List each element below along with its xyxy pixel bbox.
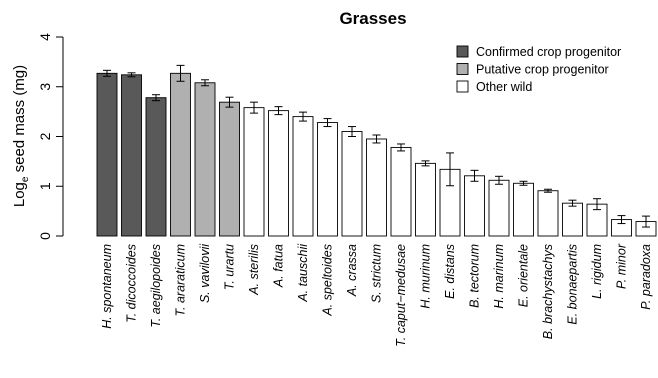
x-tick-label: L. rigidum (590, 244, 604, 299)
bar (170, 72, 191, 237)
plot-area: 0 1 2 3 4 H. spontaneum T. dicoccoides T. aegil… (37, 33, 657, 347)
x-tick-label: S. vavilovii (198, 243, 212, 303)
y-axis-label-subscript: e (20, 176, 31, 182)
x-tick-label: P. minor (615, 243, 629, 289)
x-tick-label: E. distans (443, 244, 457, 299)
bar (513, 182, 534, 237)
x-tick-label: T. dicoccoides (125, 244, 139, 323)
bar (366, 138, 387, 237)
legend-swatch (456, 63, 469, 75)
y-tick-label: 2 (37, 132, 53, 140)
y-axis-label-main: Log (11, 182, 28, 207)
y-tick-label: 4 (37, 33, 53, 41)
x-tick-label: T. araraticum (174, 244, 188, 316)
legend-swatch (456, 80, 469, 93)
x-tick-label: A. tauschii (296, 243, 310, 303)
x-tick-label: A. speltoides (321, 244, 335, 317)
bar (121, 74, 142, 237)
x-tick-label: P. paradoxa (639, 244, 653, 310)
x-tick-label: T. urartu (223, 244, 237, 290)
x-tick-label: S. strictum (370, 244, 384, 303)
legend-label: Other wild (476, 80, 532, 94)
y-axis-label: Loge seed mass (mg) (11, 65, 31, 207)
bar (537, 190, 559, 237)
x-tick-label: H. murinum (419, 244, 433, 309)
x-tick-label: B. tectorum (468, 244, 482, 308)
legend-label: Confirmed crop progenitor (476, 45, 621, 59)
bar (562, 202, 583, 237)
y-axis-label-rest: seed mass (mg) (11, 65, 28, 177)
bar (488, 179, 510, 237)
y-tick-label: 1 (37, 182, 53, 190)
chart-title: Grasses (339, 9, 406, 28)
bar (292, 116, 314, 237)
bar (145, 97, 167, 237)
legend-label: Putative crop progenitor (476, 63, 609, 77)
x-tick-label: A. crassa (345, 244, 359, 297)
x-tick-label: A. sterilis (247, 244, 261, 296)
bar (415, 162, 436, 237)
bar (219, 101, 240, 237)
x-tick-label: A. fatua (272, 244, 286, 288)
y-tick-label: 3 (37, 83, 53, 91)
bar (341, 131, 363, 237)
bar (464, 175, 485, 237)
x-tick-label: T. aegilopoides (149, 244, 163, 328)
bar (194, 82, 216, 237)
y-tick-label: 0 (37, 232, 53, 240)
x-tick-label: T. caput−medusae (394, 244, 408, 347)
legend: Confirmed crop progenitor Putative crop p… (456, 45, 621, 94)
legend-swatch (456, 45, 469, 58)
bar (96, 72, 118, 237)
x-tick-label: B. brachystachys (541, 244, 555, 339)
bar (390, 146, 412, 237)
bar (317, 122, 338, 237)
bar (268, 110, 289, 237)
x-tick-label: H. marinum (492, 244, 506, 309)
x-tick-label: E. orientale (517, 244, 531, 307)
x-tick-label: E. bonaepartis (566, 244, 580, 325)
bar (243, 107, 265, 237)
x-tick-label: H. spontaneum (100, 244, 114, 329)
